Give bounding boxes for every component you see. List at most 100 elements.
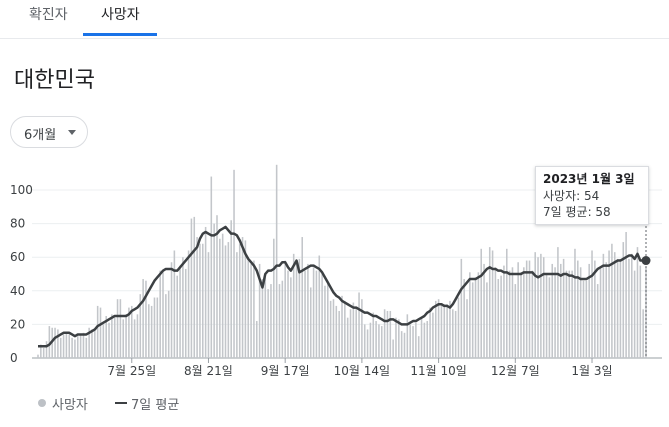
death-bar [622, 242, 625, 358]
death-bar [295, 263, 298, 358]
x-tick-label: 10월 14일 [334, 364, 390, 378]
death-bar [136, 314, 139, 358]
death-bar [514, 284, 517, 358]
death-bar [40, 344, 42, 358]
x-tick-label: 9월 17일 [261, 364, 310, 378]
death-bar [636, 247, 639, 358]
death-bar [179, 265, 181, 358]
time-range-label: 6개월 [24, 128, 57, 143]
death-bar [236, 252, 238, 358]
death-bar [491, 250, 494, 358]
death-bar [224, 245, 227, 358]
death-bar [162, 272, 164, 358]
death-bar [290, 277, 292, 358]
death-bar [380, 326, 383, 358]
death-bar [574, 248, 576, 358]
death-bar [68, 334, 71, 358]
death-bar [94, 329, 96, 358]
death-bar [318, 255, 321, 358]
death-bar [65, 332, 68, 358]
death-bar [62, 334, 65, 358]
tab-deaths[interactable]: 사망자 [101, 7, 140, 23]
death-bar [338, 310, 340, 358]
death-bar [483, 263, 485, 358]
death-bar [270, 284, 272, 358]
y-tick-label: 40 [10, 284, 25, 298]
death-bar [426, 321, 429, 358]
death-bar [415, 322, 417, 358]
death-bar [315, 270, 318, 358]
death-bar [537, 257, 539, 358]
time-range-dropdown[interactable]: 6개월 [10, 116, 88, 148]
death-bar [221, 233, 224, 358]
death-bar [113, 317, 116, 358]
death-bar [122, 319, 125, 358]
death-bar [625, 232, 627, 358]
death-bar [571, 270, 573, 358]
death-bar [596, 284, 599, 358]
death-bar [204, 226, 207, 358]
death-bar [540, 253, 542, 358]
death-bar [375, 321, 377, 358]
death-bar [261, 279, 264, 358]
death-bar [633, 270, 636, 358]
death-bar [437, 299, 440, 358]
death-bar [96, 305, 99, 358]
death-bar [284, 260, 286, 358]
caret-down-icon [68, 130, 76, 135]
death-bar [167, 290, 170, 358]
death-bar [355, 307, 357, 358]
death-bar [230, 220, 232, 358]
death-bar [216, 215, 218, 358]
y-tick-label: 100 [10, 183, 33, 197]
death-bar [37, 354, 39, 358]
death-bar [253, 260, 255, 358]
x-tick-label: 8월 21일 [184, 364, 233, 378]
death-bar [324, 285, 326, 358]
death-bar [341, 295, 343, 358]
death-bar [165, 294, 167, 358]
death-bar [99, 307, 102, 358]
death-bar [400, 331, 403, 358]
deaths-chart[interactable]: 0 20 40 60 80 100 7월 25일 8월 21일 9월 17일 10월 14일 11월… [0, 150, 669, 390]
death-bar [298, 258, 301, 358]
death-bar [434, 300, 437, 358]
death-bar [486, 282, 488, 358]
death-bar [102, 324, 105, 358]
death-bar [494, 267, 497, 358]
death-bar [125, 314, 127, 358]
death-bar [54, 327, 56, 358]
death-bar [639, 265, 642, 358]
death-bar [406, 314, 409, 358]
death-bar [130, 305, 133, 358]
death-bar [116, 299, 119, 358]
death-bar [281, 280, 284, 358]
death-bar [309, 287, 312, 358]
death-bar [352, 302, 355, 358]
death-bar [142, 279, 144, 358]
death-bar [250, 263, 252, 358]
death-bar [457, 297, 460, 358]
death-bar [139, 294, 142, 358]
death-bar [429, 307, 431, 358]
death-bar [213, 223, 215, 358]
death-bar [292, 253, 295, 358]
death-bar [244, 240, 247, 358]
tab-confirmed-cases[interactable]: 확진자 [29, 7, 68, 23]
death-bar [378, 324, 380, 358]
death-bar [76, 336, 79, 358]
death-bar [548, 277, 551, 358]
tooltip-avg: 7일 평균: 58 [543, 205, 611, 219]
death-bar [210, 176, 213, 358]
region-title: 대한민국 [14, 68, 95, 93]
death-bar [645, 267, 647, 358]
death-bar [278, 284, 281, 358]
death-bar [511, 267, 514, 358]
death-bar [611, 243, 613, 358]
y-tick-label: 0 [10, 351, 18, 365]
death-bar [446, 304, 448, 358]
death-bar [79, 334, 82, 358]
avg-line [38, 225, 644, 348]
bar-legend-icon [38, 399, 46, 407]
death-bar [369, 322, 372, 358]
